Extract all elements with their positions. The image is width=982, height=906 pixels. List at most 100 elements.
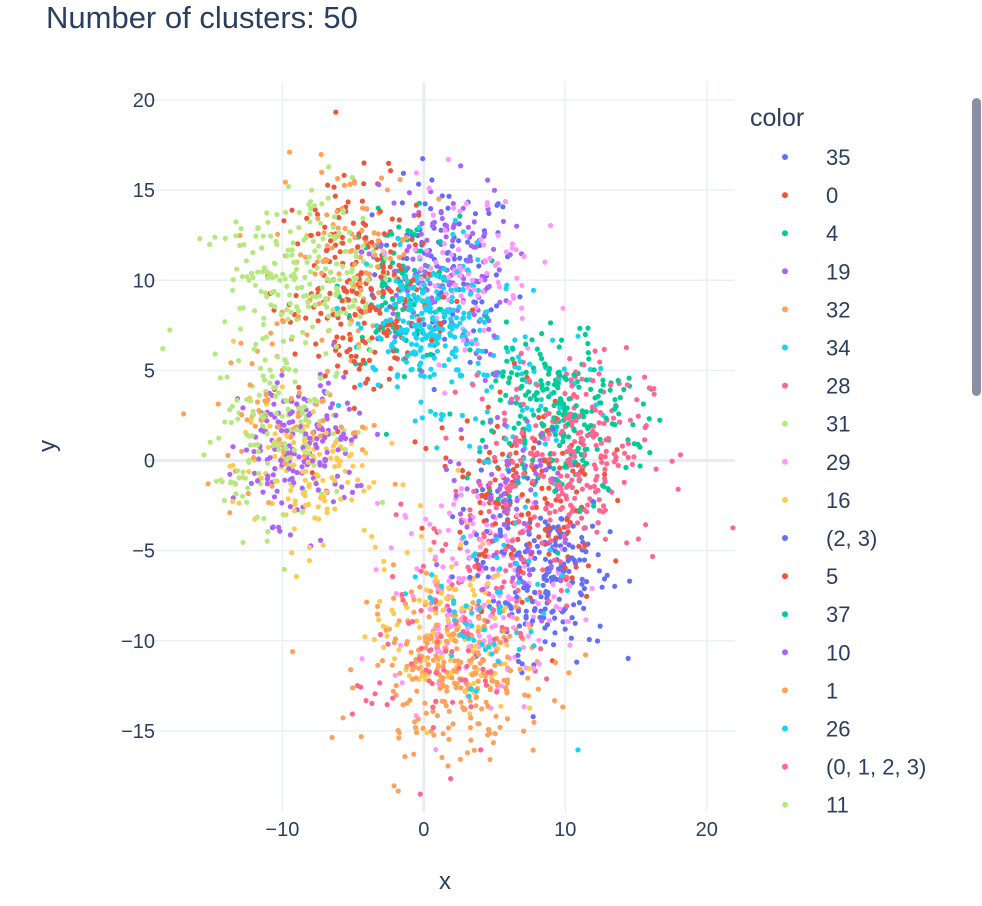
data-point [401, 252, 407, 258]
data-point [473, 688, 479, 694]
data-point [334, 455, 340, 461]
data-point [408, 531, 414, 537]
data-point [507, 603, 513, 609]
data-point [329, 245, 335, 251]
data-point [546, 371, 552, 377]
data-point [306, 254, 312, 260]
data-point [585, 502, 591, 508]
data-point [265, 397, 271, 403]
data-point [212, 351, 218, 357]
data-point [484, 522, 490, 528]
data-point [530, 618, 536, 624]
data-point [551, 574, 557, 580]
data-point [569, 508, 575, 514]
data-point [585, 350, 591, 356]
data-point [453, 685, 459, 691]
data-point [300, 329, 306, 335]
data-point [243, 258, 249, 264]
data-point [409, 667, 416, 673]
y-axis-title: y [34, 440, 61, 452]
legend-label: 37 [826, 602, 850, 627]
data-point [561, 533, 567, 539]
legend-item[interactable]: 19 [782, 259, 850, 284]
legend-item[interactable]: 37 [782, 602, 850, 627]
data-point [486, 599, 492, 605]
data-point [398, 642, 404, 648]
data-point [451, 307, 457, 313]
data-point [267, 380, 273, 386]
data-point [476, 633, 482, 639]
data-point [568, 377, 574, 383]
legend-item[interactable]: (0, 1, 2, 3) [782, 755, 926, 780]
data-point [510, 575, 516, 581]
data-point [464, 625, 470, 632]
data-point [272, 466, 278, 472]
data-point [546, 410, 552, 417]
data-point [359, 656, 365, 662]
legend-item[interactable]: 29 [782, 450, 850, 475]
data-point [284, 253, 290, 259]
data-point [393, 591, 399, 597]
data-point [400, 482, 406, 488]
legend-item[interactable]: (2, 3) [782, 526, 877, 551]
data-point [453, 586, 459, 593]
legend-item[interactable]: 4 [782, 221, 838, 246]
legend-item[interactable]: 26 [782, 717, 850, 742]
legend-item[interactable]: 0 [782, 183, 838, 208]
data-point [250, 412, 257, 418]
data-point [487, 637, 494, 644]
data-point [573, 564, 579, 570]
data-point [579, 408, 585, 414]
data-point [514, 223, 520, 229]
data-point [260, 269, 266, 275]
legend-item[interactable]: 11 [782, 793, 849, 818]
data-point [272, 393, 279, 399]
data-point [501, 509, 508, 515]
legend-items[interactable]: 35 0 4 19 32 34 28 31 29 16 (2, 3) 5 37 10 1 26 (0, 1, 2… [782, 145, 926, 818]
data-point [373, 329, 379, 335]
data-point [497, 299, 503, 305]
data-point [333, 344, 339, 350]
legend-item[interactable]: 10 [782, 640, 850, 665]
data-point [516, 579, 522, 585]
legend-item[interactable]: 32 [782, 297, 850, 322]
legend-item[interactable]: 35 [782, 145, 850, 170]
data-point [292, 351, 298, 357]
data-point [466, 314, 472, 320]
data-point [534, 543, 541, 549]
legend-item[interactable]: 28 [782, 374, 850, 399]
data-point [459, 468, 466, 474]
data-point [373, 307, 379, 313]
legend-item[interactable]: 5 [782, 564, 838, 589]
data-point [565, 529, 571, 535]
legend-item[interactable]: 16 [782, 488, 850, 513]
data-point [324, 449, 330, 455]
data-point [646, 385, 652, 391]
data-point [425, 661, 431, 668]
data-point [427, 547, 433, 553]
data-point [462, 677, 469, 683]
legend-item[interactable]: 1 [782, 678, 838, 703]
data-point [470, 521, 476, 527]
data-point [354, 290, 360, 296]
data-point [408, 661, 414, 667]
data-point [440, 731, 446, 737]
data-point [459, 519, 465, 526]
data-point [246, 469, 252, 475]
data-point [502, 198, 508, 205]
data-point [493, 272, 499, 278]
data-point [423, 570, 429, 576]
data-point [501, 628, 507, 634]
data-point [591, 462, 598, 468]
data-point [531, 643, 537, 649]
legend-scrollbar[interactable] [972, 98, 981, 396]
data-point [289, 334, 295, 340]
data-point [594, 529, 600, 535]
data-point [589, 523, 596, 529]
data-point [323, 296, 329, 302]
data-point [561, 366, 567, 372]
data-point [351, 298, 357, 304]
legend-item[interactable]: 31 [782, 412, 850, 437]
legend-item[interactable]: 34 [782, 336, 850, 361]
